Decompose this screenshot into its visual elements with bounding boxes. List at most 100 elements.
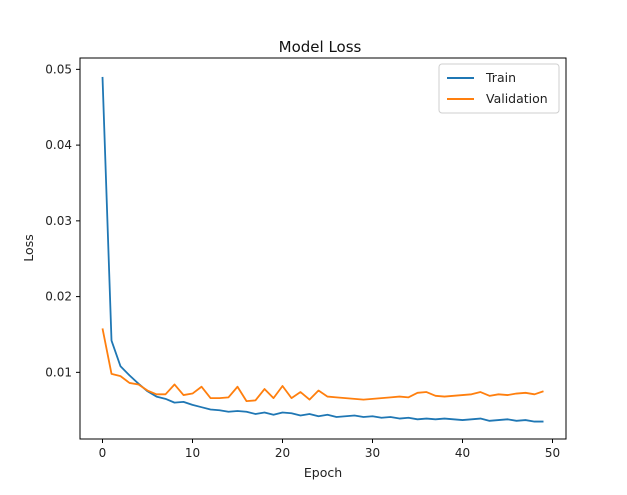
data-point-validation: [425, 390, 429, 394]
data-point-train: [362, 415, 366, 419]
data-point-train: [317, 414, 321, 418]
data-point-train: [182, 400, 186, 404]
data-point-train: [245, 410, 249, 414]
data-point-validation: [389, 396, 393, 400]
data-point-train: [272, 413, 276, 417]
x-tick-label: 40: [455, 446, 470, 460]
data-point-train: [335, 415, 339, 419]
data-point-train: [209, 408, 213, 412]
x-axis-title: Epoch: [304, 465, 342, 480]
data-point-train: [344, 414, 348, 418]
x-tick-label: 10: [185, 446, 200, 460]
data-point-train: [416, 418, 420, 422]
data-point-validation: [506, 393, 510, 397]
data-point-train: [299, 414, 303, 418]
data-point-train: [542, 420, 546, 424]
data-point-validation: [533, 393, 537, 397]
data-point-train: [263, 411, 267, 415]
data-point-validation: [164, 393, 168, 397]
data-point-validation: [128, 381, 132, 385]
series-validation: [101, 327, 544, 403]
data-point-validation: [263, 387, 267, 391]
data-point-validation: [245, 399, 249, 403]
plot-area: [101, 75, 546, 424]
data-point-train: [488, 419, 492, 423]
y-axis-title: Loss: [21, 234, 36, 261]
data-point-train: [425, 417, 429, 421]
data-point-validation: [146, 389, 150, 393]
data-point-validation: [326, 395, 330, 399]
data-point-validation: [371, 397, 375, 401]
data-point-train: [191, 403, 195, 407]
data-point-train: [524, 418, 528, 422]
x-tick-label: 20: [275, 446, 290, 460]
series-line-validation: [101, 328, 544, 403]
data-point-train: [173, 401, 177, 405]
data-point-validation: [398, 395, 402, 399]
data-point-train: [281, 411, 285, 415]
data-point-validation: [488, 394, 492, 398]
data-point-train: [101, 75, 105, 79]
data-point-validation: [344, 396, 348, 400]
data-point-train: [128, 374, 132, 378]
x-tick-label: 0: [99, 446, 107, 460]
data-point-validation: [380, 396, 384, 400]
data-point-validation: [317, 389, 321, 393]
data-point-train: [164, 397, 168, 401]
data-point-train: [110, 339, 114, 343]
data-point-validation: [110, 372, 114, 376]
data-point-validation: [416, 391, 420, 395]
data-point-validation: [524, 391, 528, 395]
data-point-validation: [281, 384, 285, 388]
data-point-train: [470, 418, 474, 422]
data-point-train: [434, 418, 438, 422]
y-tick-label: 0.04: [45, 138, 72, 152]
data-point-validation: [218, 396, 222, 400]
data-point-validation: [290, 396, 294, 400]
data-point-train: [227, 410, 231, 414]
data-point-train: [353, 414, 357, 418]
data-point-train: [308, 412, 312, 416]
data-point-train: [254, 412, 258, 416]
data-point-train: [200, 405, 204, 409]
data-point-validation: [353, 397, 357, 401]
y-tick-label: 0.01: [45, 365, 72, 379]
y-tick-label: 0.05: [45, 62, 72, 76]
data-point-validation: [479, 390, 483, 394]
data-point-train: [407, 416, 411, 420]
data-point-validation: [182, 393, 186, 397]
data-point-validation: [209, 396, 213, 400]
plot-frame: [79, 57, 567, 440]
data-point-validation: [200, 385, 204, 389]
data-point-train: [389, 415, 393, 419]
data-point-validation: [452, 394, 456, 398]
data-point-validation: [434, 394, 438, 398]
data-point-validation: [137, 383, 141, 387]
data-point-validation: [362, 398, 366, 402]
data-point-train: [479, 417, 483, 421]
data-point-train: [326, 413, 330, 417]
series-line-train: [101, 76, 544, 423]
data-point-train: [443, 417, 447, 421]
data-point-validation: [101, 327, 105, 331]
data-point-validation: [236, 385, 240, 389]
data-point-train: [506, 418, 510, 422]
data-point-validation: [299, 390, 303, 394]
data-point-validation: [497, 393, 501, 397]
data-point-validation: [191, 392, 195, 396]
data-point-validation: [407, 396, 411, 400]
data-point-validation: [461, 393, 465, 397]
data-point-validation: [308, 398, 312, 402]
data-point-train: [398, 417, 402, 421]
x-tick-label: 30: [365, 446, 380, 460]
data-point-train: [533, 420, 537, 424]
legend-label-train: Train: [485, 70, 516, 85]
data-point-train: [461, 418, 465, 422]
data-point-validation: [335, 396, 339, 400]
legend-label-validation: Validation: [486, 91, 548, 106]
legend: Train Validation: [438, 63, 560, 114]
data-point-train: [236, 409, 240, 413]
data-point-validation: [173, 383, 177, 387]
data-point-validation: [254, 399, 258, 403]
y-tick-label: 0.02: [45, 290, 72, 304]
